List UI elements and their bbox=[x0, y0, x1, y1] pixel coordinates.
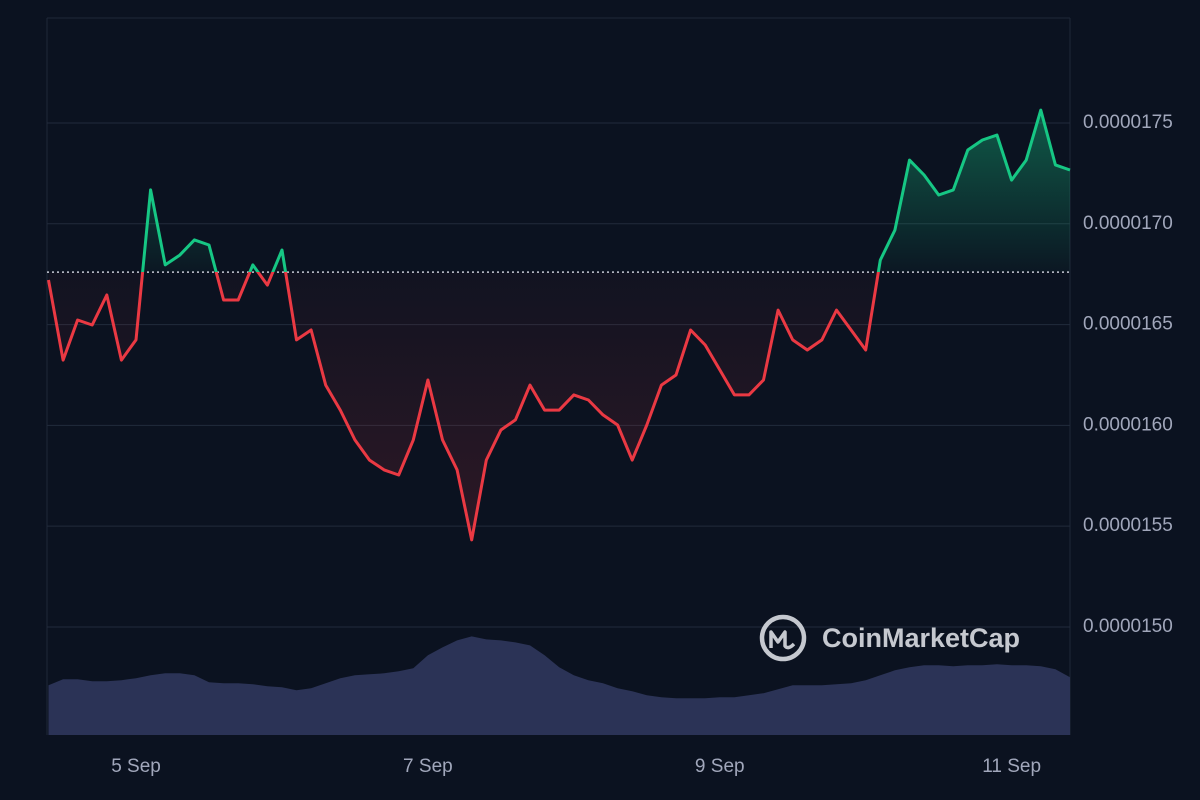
logo bbox=[769, 630, 796, 650]
y-tick-label: 0.0000155 bbox=[1083, 515, 1173, 536]
y-tick-label: 0.0000160 bbox=[1083, 414, 1173, 435]
watermark-text: CoinMarketCap bbox=[822, 623, 1020, 653]
watermark: CoinMarketCap bbox=[759, 614, 1020, 662]
y-tick-label: 0.0000150 bbox=[1083, 616, 1173, 637]
price-line bbox=[47, 108, 1071, 542]
x-tick-label: 7 Sep bbox=[403, 756, 453, 777]
y-tick-label: 0.0000170 bbox=[1083, 213, 1173, 234]
y-tick-label: 0.0000175 bbox=[1083, 112, 1173, 133]
logo bbox=[759, 614, 807, 662]
price-area bbox=[48, 110, 1070, 540]
volume-area bbox=[48, 636, 1070, 735]
x-tick-label: 5 Sep bbox=[111, 756, 161, 777]
y-tick-label: 0.0000165 bbox=[1083, 314, 1173, 335]
x-tick-label: 9 Sep bbox=[695, 756, 745, 777]
x-tick-label: 11 Sep bbox=[982, 756, 1041, 777]
